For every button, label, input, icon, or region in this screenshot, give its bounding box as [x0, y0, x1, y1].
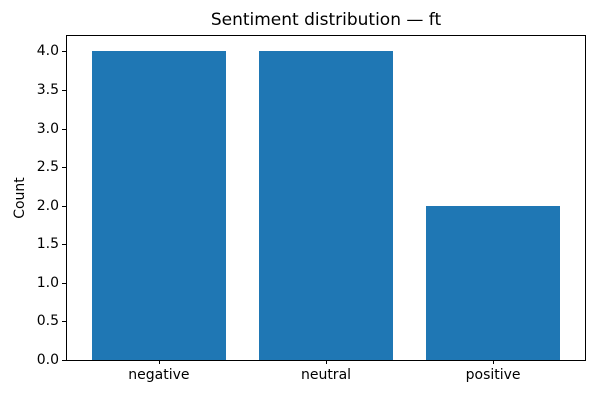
x-tick-label: neutral	[300, 367, 352, 383]
bar-negative	[92, 51, 226, 360]
y-tick-mark	[62, 321, 66, 323]
bar-neutral	[259, 51, 393, 360]
plot-area: 0.0 0.5 1.0 1.5 2.0 2.5 3.0 3.5 4.0 negative neut…	[37, 35, 586, 382]
y-tick-mark	[62, 167, 66, 169]
y-tick-mark	[62, 128, 66, 130]
x-tick-mark	[493, 360, 495, 364]
y-tick-label: 0.0	[36, 352, 59, 368]
bar-positive	[426, 205, 560, 360]
y-tick-label: 1.5	[36, 236, 59, 253]
y-tick-mark	[62, 282, 66, 284]
y-tick-label: 0.5	[36, 313, 59, 330]
chart-title: Sentiment distribution — ft	[210, 10, 442, 30]
y-axis-label: Count	[12, 177, 28, 219]
y-tick-mark	[62, 205, 66, 207]
y-tick-label: 3.0	[36, 120, 59, 137]
x-tick-mark	[326, 360, 327, 364]
x-tick-label: positive	[465, 367, 521, 383]
y-tick-label: 2.0	[36, 197, 59, 214]
x-tick-mark	[158, 360, 160, 364]
y-tick-mark	[62, 244, 66, 246]
y-tick-label: 4.0	[36, 43, 59, 60]
y-tick-mark	[62, 360, 66, 361]
y-tick-mark	[62, 51, 66, 53]
y-tick-label: 3.5	[36, 82, 59, 98]
x-tick-label: negative	[128, 367, 190, 383]
y-tick-mark	[62, 90, 66, 91]
y-tick-label: 2.5	[36, 159, 59, 176]
y-tick-label: 1.0	[36, 274, 59, 291]
